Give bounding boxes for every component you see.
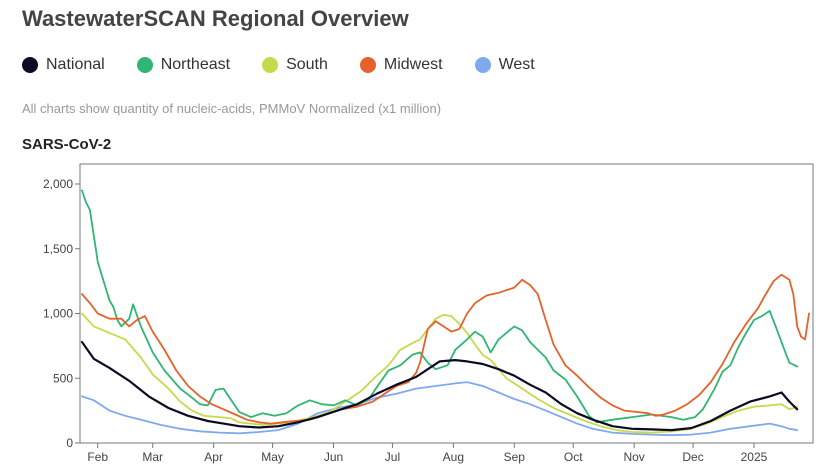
y-tick-label: 2,000	[43, 177, 73, 191]
units-note: All charts show quantity of nucleic-acid…	[22, 101, 442, 116]
legend-label: Midwest	[383, 56, 443, 73]
x-tick-label: Aug	[443, 450, 464, 464]
legend-label: National	[46, 56, 105, 73]
plot-area	[80, 189, 810, 437]
x-tick-label: Oct	[564, 450, 583, 464]
legend-label: South	[286, 56, 328, 73]
series-line-midwest	[81, 273, 810, 425]
legend-item-west[interactable]: West	[474, 56, 535, 74]
x-tick-label: 2025	[741, 450, 768, 464]
legend-dot	[22, 57, 38, 73]
series-line-northeast	[81, 189, 799, 424]
legend-label: West	[498, 56, 535, 73]
y-tick-label: 500	[53, 371, 73, 385]
series-line-south	[81, 312, 799, 434]
legend-dot	[474, 57, 491, 73]
x-tick-label: Dec	[682, 450, 703, 464]
legend-dot	[136, 57, 153, 73]
legend-dot	[262, 57, 279, 73]
x-tick-label: Apr	[204, 450, 223, 464]
x-tick-label: Sep	[504, 450, 526, 464]
x-tick-label: Nov	[623, 450, 644, 464]
x-tick-label: May	[261, 450, 284, 464]
legend: National Northeast South Midwest West	[22, 56, 567, 74]
legend-item-northeast[interactable]: Northeast	[136, 56, 231, 74]
legend-label: Northeast	[160, 56, 231, 73]
plot-frame	[79, 163, 814, 444]
legend-dot	[359, 57, 376, 73]
x-tick-label: Jun	[324, 450, 343, 464]
y-tick-label: 1,000	[43, 307, 73, 321]
line-chart: 0 500 1,000 1,500 2,000 Feb Mar Apr May Jun Jul Aug…	[43, 163, 814, 464]
page-title: WastewaterSCAN Regional Overview	[22, 6, 409, 31]
legend-item-midwest[interactable]: Midwest	[359, 56, 443, 74]
y-tick-label: 1,500	[43, 242, 73, 256]
x-tick-label: Feb	[87, 450, 108, 464]
chart-title: SARS-CoV-2	[22, 136, 112, 153]
legend-item-south[interactable]: South	[262, 56, 328, 74]
y-tick-label: 0	[66, 436, 73, 450]
x-tick-label: Mar	[142, 450, 163, 464]
x-tick-label: Jul	[385, 450, 400, 464]
series-line-west	[81, 381, 799, 437]
series-line-national	[80, 340, 799, 432]
chart-axes: 0 500 1,000 1,500 2,000 Feb Mar Apr May Jun Jul Aug…	[43, 163, 814, 464]
legend-item-national[interactable]: National	[22, 56, 105, 74]
